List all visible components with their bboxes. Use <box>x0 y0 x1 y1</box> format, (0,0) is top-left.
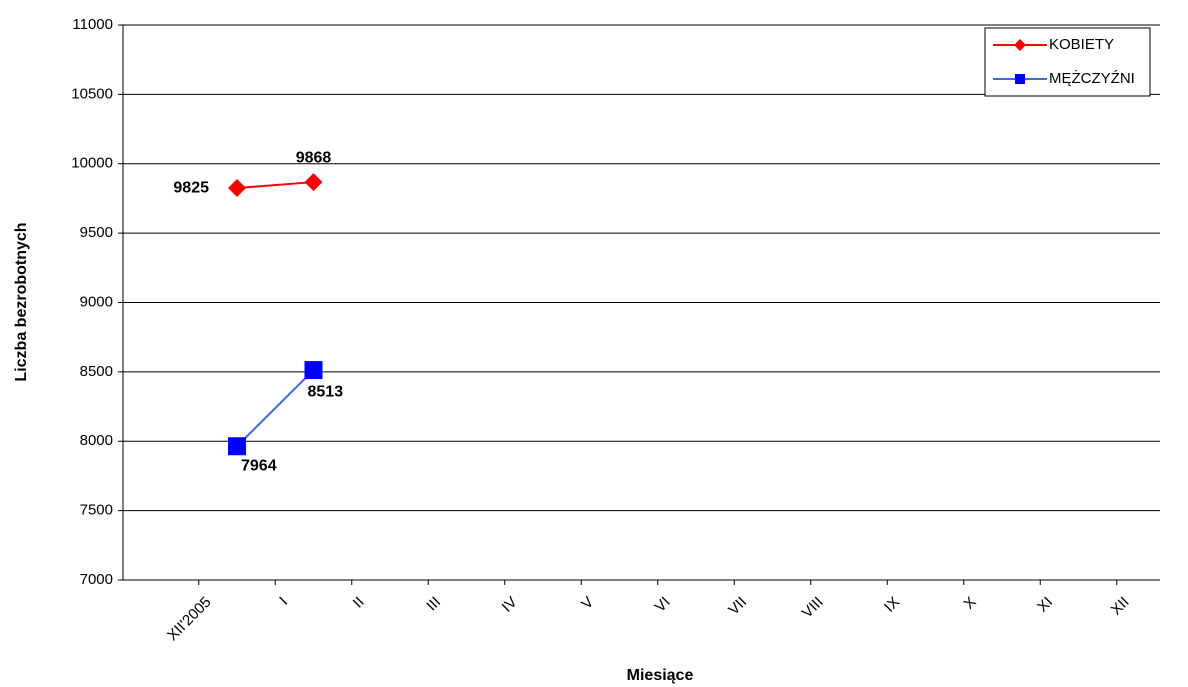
x-tick-label: XII'2005 <box>164 594 215 645</box>
marker <box>304 173 323 192</box>
x-axis-label: Miesiące <box>627 667 694 684</box>
series-line <box>236 369 315 447</box>
x-tick-label: V <box>578 594 597 613</box>
marker <box>228 437 246 456</box>
legend-label: KOBIETY <box>1049 36 1114 53</box>
marker <box>228 179 246 198</box>
x-tick-label: III <box>423 594 444 615</box>
y-tick-label: 8500 <box>80 363 113 380</box>
x-tick-label: X <box>961 594 980 613</box>
x-tick-label: VII <box>725 594 750 619</box>
y-tick-label: 9500 <box>80 224 113 241</box>
data-label: 9825 <box>173 179 209 196</box>
x-tick-label: IV <box>499 594 521 616</box>
x-tick-label: II <box>350 594 368 612</box>
y-tick-label: 7000 <box>80 571 113 588</box>
data-label: 8513 <box>308 383 344 400</box>
x-tick-label: XII <box>1108 594 1133 619</box>
y-tick-label: 7500 <box>80 502 113 519</box>
legend-label: MĘŻCZYŹNI <box>1049 69 1135 87</box>
marker <box>304 361 323 380</box>
legend-box <box>984 27 1151 97</box>
y-tick-label: 9000 <box>80 293 113 310</box>
data-label: 9868 <box>296 149 332 166</box>
y-tick-label: 10000 <box>71 155 113 172</box>
x-tick-label: XI <box>1034 594 1056 616</box>
legend-marker <box>1015 74 1025 84</box>
y-tick-label: 10500 <box>71 85 113 102</box>
y-tick-label: 8000 <box>80 432 113 449</box>
series-line <box>236 181 314 190</box>
y-tick-label: 11000 <box>72 16 113 33</box>
x-tick-label: I <box>276 594 291 609</box>
legend-marker <box>1014 39 1026 51</box>
y-axis-label: Liczba bezrobotnych <box>13 222 30 381</box>
x-tick-label: VIII <box>799 594 827 622</box>
x-tick-label: VI <box>652 594 674 616</box>
x-tick-label: IX <box>881 594 903 616</box>
data-label: 7964 <box>241 457 277 474</box>
